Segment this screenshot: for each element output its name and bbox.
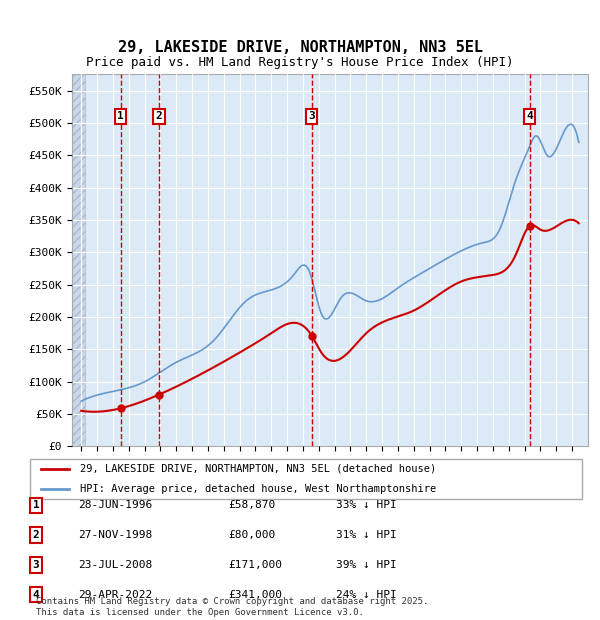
Text: 33% ↓ HPI: 33% ↓ HPI [336, 500, 397, 510]
Text: HPI: Average price, detached house, West Northamptonshire: HPI: Average price, detached house, West… [80, 484, 436, 494]
Text: 4: 4 [32, 590, 40, 600]
Text: 29, LAKESIDE DRIVE, NORTHAMPTON, NN3 5EL (detached house): 29, LAKESIDE DRIVE, NORTHAMPTON, NN3 5EL… [80, 464, 436, 474]
Text: 1: 1 [118, 112, 124, 122]
Bar [72, 74, 85, 446]
Text: 29, LAKESIDE DRIVE, NORTHAMPTON, NN3 5EL: 29, LAKESIDE DRIVE, NORTHAMPTON, NN3 5EL [118, 40, 482, 55]
Text: £341,000: £341,000 [228, 590, 282, 600]
Text: £58,870: £58,870 [228, 500, 275, 510]
Text: 39% ↓ HPI: 39% ↓ HPI [336, 560, 397, 570]
Text: Contains HM Land Registry data © Crown copyright and database right 2025.
This d: Contains HM Land Registry data © Crown c… [36, 598, 428, 617]
Text: £80,000: £80,000 [228, 530, 275, 540]
Text: 3: 3 [32, 560, 40, 570]
Text: 27-NOV-1998: 27-NOV-1998 [78, 530, 152, 540]
Text: 2: 2 [32, 530, 40, 540]
Text: £171,000: £171,000 [228, 560, 282, 570]
Text: 23-JUL-2008: 23-JUL-2008 [78, 560, 152, 570]
Text: 29-APR-2022: 29-APR-2022 [78, 590, 152, 600]
Text: 3: 3 [308, 112, 315, 122]
Text: 31% ↓ HPI: 31% ↓ HPI [336, 530, 397, 540]
Text: 4: 4 [526, 112, 533, 122]
Text: 1: 1 [32, 500, 40, 510]
Text: 24% ↓ HPI: 24% ↓ HPI [336, 590, 397, 600]
FancyBboxPatch shape [30, 459, 582, 499]
Text: 28-JUN-1996: 28-JUN-1996 [78, 500, 152, 510]
Text: 2: 2 [155, 112, 162, 122]
Text: Price paid vs. HM Land Registry's House Price Index (HPI): Price paid vs. HM Land Registry's House … [86, 56, 514, 69]
